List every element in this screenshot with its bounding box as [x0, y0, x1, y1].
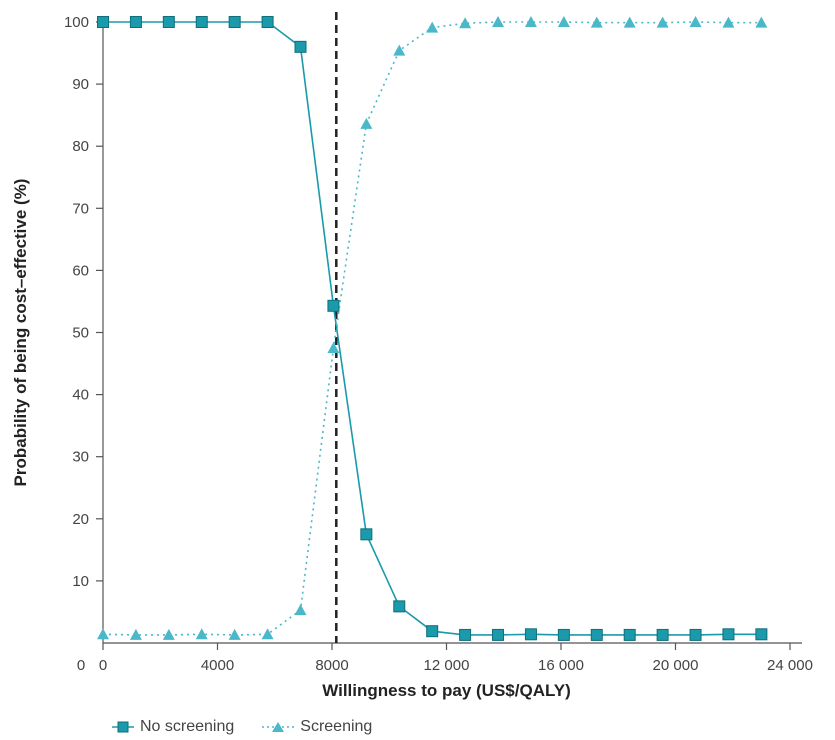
data-point-no-screening — [327, 299, 340, 312]
series-markers — [97, 16, 768, 641]
x-tick-label: 16 000 — [538, 657, 584, 674]
data-point-screening — [426, 21, 439, 33]
data-point-no-screening — [393, 600, 406, 613]
data-point-no-screening — [97, 16, 109, 28]
y-tick-label: 10 — [72, 573, 89, 590]
data-point-no-screening — [623, 628, 636, 641]
x-tick-label: 8000 — [315, 657, 348, 674]
data-point-no-screening — [524, 628, 537, 641]
legend: No screening Screening — [112, 718, 372, 736]
y-tick-label: 60 — [72, 262, 89, 279]
data-point-no-screening — [459, 628, 472, 641]
legend-item-screening: Screening — [262, 718, 372, 736]
y-tick-label: 20 — [72, 511, 89, 528]
y-tick-label: 30 — [72, 449, 89, 466]
data-point-no-screening — [294, 40, 307, 53]
data-point-screening — [590, 16, 603, 28]
data-point-no-screening — [689, 628, 702, 641]
x-tick-label: 24 000 — [767, 657, 813, 674]
legend-swatch-triangle-icon — [262, 722, 295, 732]
data-point-no-screening — [195, 16, 208, 28]
data-point-screening — [492, 16, 505, 27]
data-point-screening — [722, 16, 735, 28]
data-point-screening — [755, 16, 768, 28]
x-tick-label: 4000 — [201, 657, 234, 674]
y-tick-label: 70 — [72, 200, 89, 217]
data-point-no-screening — [426, 625, 439, 638]
y-axis-title: Probability of being cost–effective (%) — [11, 179, 30, 487]
data-point-screening — [623, 16, 636, 28]
y-tick-label: 80 — [72, 138, 89, 155]
legend-swatch-square-icon — [112, 721, 134, 733]
data-point-no-screening — [228, 16, 241, 28]
data-point-no-screening — [261, 16, 274, 28]
data-point-screening — [327, 342, 340, 354]
x-tick-label: 0 — [99, 657, 107, 674]
data-point-screening — [393, 44, 406, 56]
x-axis-title: Willingness to pay (US$/QALY) — [322, 681, 571, 700]
data-point-screening — [656, 16, 669, 28]
series-line-screening — [102, 21, 762, 636]
y-tick-label: 90 — [72, 76, 89, 93]
legend-label-no-screening: No screening — [140, 718, 235, 735]
y-tick-label: 40 — [72, 387, 89, 404]
data-point-no-screening — [492, 628, 505, 641]
series-lines — [102, 21, 762, 636]
y-tick-label: 50 — [72, 325, 89, 342]
data-point-screening — [162, 628, 175, 640]
data-point-no-screening — [129, 16, 142, 28]
y-tick-label: 100 — [64, 14, 89, 31]
legend-label-screening: Screening — [300, 718, 373, 735]
data-point-screening — [557, 16, 570, 27]
data-point-no-screening — [360, 528, 373, 541]
legend-item-no-screening: No screening — [112, 718, 234, 736]
data-point-screening — [459, 17, 472, 29]
x-tick-label: 12 000 — [424, 657, 470, 674]
data-point-screening — [689, 16, 702, 27]
data-point-no-screening — [590, 628, 603, 641]
y-tick-label-zero: 0 — [77, 657, 85, 674]
data-point-no-screening — [557, 628, 570, 641]
data-point-screening — [524, 16, 537, 27]
ticks: 0 4000 8000 12 000 16 000 20 000 24 000 10 20 30 4… — [64, 14, 813, 674]
data-point-screening — [360, 117, 373, 129]
axes — [102, 16, 802, 644]
data-point-no-screening — [162, 16, 175, 28]
data-point-screening — [294, 604, 307, 616]
data-point-no-screening — [755, 628, 768, 641]
data-point-screening — [228, 628, 241, 640]
data-point-no-screening — [656, 628, 669, 641]
x-tick-label: 20 000 — [653, 657, 699, 674]
data-point-screening — [129, 628, 142, 640]
data-point-screening — [261, 628, 274, 640]
data-point-screening — [195, 628, 208, 640]
data-point-screening — [97, 628, 109, 640]
series-line-no-screening — [103, 21, 762, 636]
data-point-no-screening — [722, 628, 735, 641]
